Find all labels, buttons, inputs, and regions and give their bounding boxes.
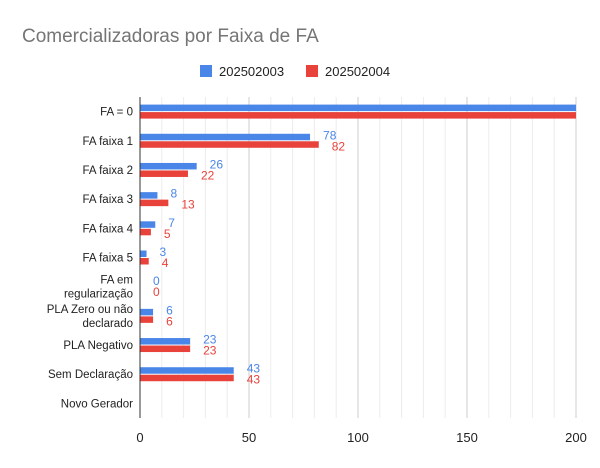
category-label: FA = 0 xyxy=(100,107,133,119)
data-label-series-2: 0 xyxy=(153,285,160,299)
data-label-series-1: 7 xyxy=(168,216,175,230)
category-label: declarado xyxy=(82,318,133,330)
bar-series-1 xyxy=(140,367,234,374)
x-tick-label: 150 xyxy=(456,430,478,445)
category-label: regularização xyxy=(64,289,133,301)
gridlines xyxy=(161,97,577,418)
bar-series-1 xyxy=(140,221,156,228)
category-labels: FA = 0 FA faixa 1 FA faixa 2 FA faixa 3 FA f… xyxy=(47,107,134,411)
data-label-series-1: 6 xyxy=(166,303,173,317)
bars xyxy=(140,104,576,382)
bar-series-1 xyxy=(140,338,191,345)
x-tick-label: 0 xyxy=(136,430,143,445)
bar-series-1 xyxy=(140,133,311,141)
x-tick-label: 50 xyxy=(242,430,256,445)
category-label: FA faixa 1 xyxy=(82,136,133,148)
x-tick-label: 200 xyxy=(565,430,587,445)
category-label: Novo Gerador xyxy=(61,398,133,410)
legend-label-series-1: 202502003 xyxy=(219,64,284,79)
bar-series-1 xyxy=(140,162,197,170)
category-label: FA faixa 4 xyxy=(82,223,133,235)
data-label-series-1: 8 xyxy=(170,187,177,201)
data-label-series-2: 5 xyxy=(164,227,171,241)
category-label: FA faixa 3 xyxy=(82,194,133,206)
data-label-series-2: 6 xyxy=(166,314,173,328)
legend: 202502003 202502004 xyxy=(200,64,390,79)
bar-series-1 xyxy=(140,104,576,112)
data-label-series-2: 4 xyxy=(162,256,169,270)
data-label-series-2: 22 xyxy=(201,168,215,182)
bar-series-2 xyxy=(140,258,149,265)
legend-swatch-series-1 xyxy=(200,65,212,77)
x-axis-tick-labels: 0 50 100 150 200 xyxy=(136,430,586,445)
data-label-series-1: 0 xyxy=(153,274,160,288)
data-label-series-1: 26 xyxy=(210,157,224,171)
bar-series-2 xyxy=(140,112,576,119)
bar-series-2 xyxy=(140,141,319,148)
legend-label-series-2: 202502004 xyxy=(325,64,390,79)
category-label: Sem Declaração xyxy=(48,369,133,381)
bar-series-1 xyxy=(140,192,158,199)
bar-series-2 xyxy=(140,228,151,236)
data-label-series-2: 43 xyxy=(247,373,261,387)
data-label-series-2: 13 xyxy=(181,198,195,212)
category-label: FA faixa 5 xyxy=(82,253,133,265)
data-label-series-2: 82 xyxy=(332,139,346,153)
category-label: FA em xyxy=(100,275,133,287)
bar-series-1 xyxy=(140,308,154,316)
bar-series-2 xyxy=(140,170,188,177)
bar-series-2 xyxy=(140,316,154,323)
category-label: PLA Zero ou não xyxy=(47,304,133,316)
data-label-series-1: 78 xyxy=(323,128,337,142)
bar-series-1 xyxy=(140,250,147,257)
legend-swatch-series-2 xyxy=(306,65,318,77)
category-label: FA faixa 2 xyxy=(82,165,133,177)
category-label: PLA Negativo xyxy=(63,340,133,352)
bar-series-2 xyxy=(140,374,234,382)
chart-title: Comercializadoras por Faixa de FA xyxy=(22,26,319,47)
x-tick-label: 100 xyxy=(347,430,369,445)
bar-series-2 xyxy=(140,199,169,207)
data-label-series-1: 43 xyxy=(247,362,261,376)
data-label-series-1: 3 xyxy=(160,245,167,259)
data-label-series-2: 23 xyxy=(203,344,217,358)
bar-series-2 xyxy=(140,345,191,353)
data-label-series-1: 23 xyxy=(203,333,217,347)
